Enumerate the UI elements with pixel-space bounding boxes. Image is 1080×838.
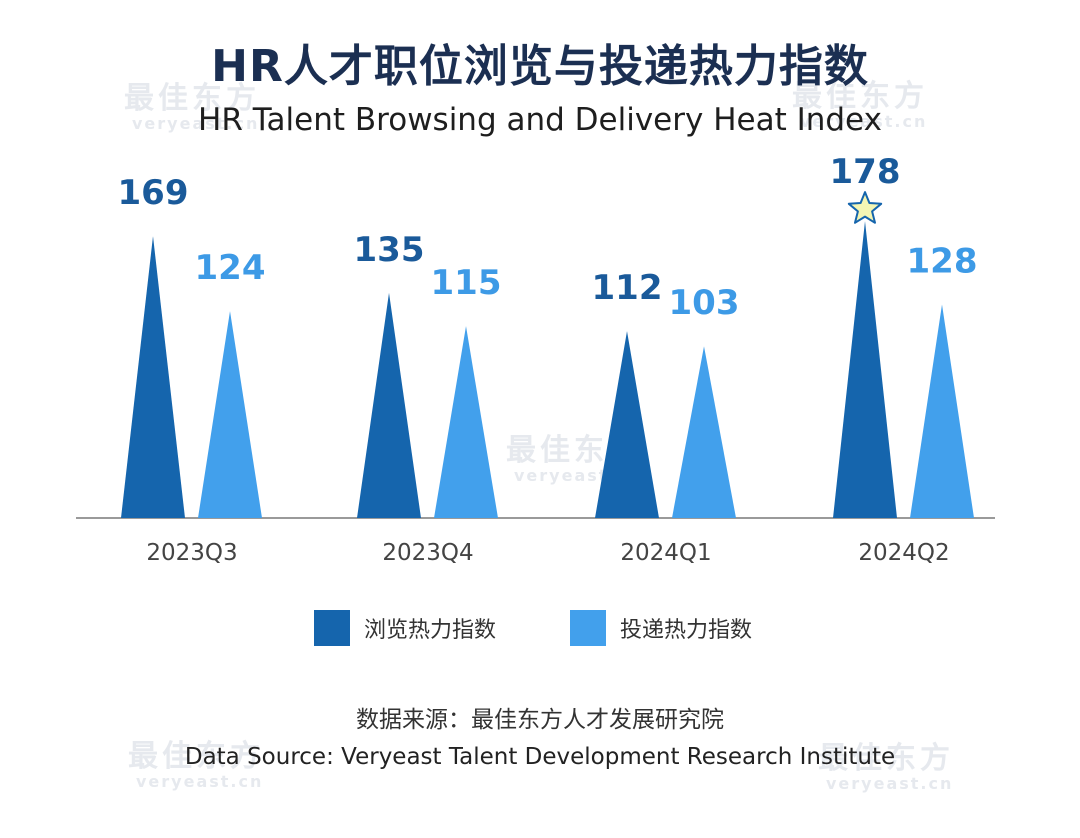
source-note-en: Data Source: Veryeast Talent Development… <box>184 744 896 770</box>
chart-title: HR人才职位浏览与投递热力指数 <box>211 41 869 92</box>
bar-browse-2024Q2 <box>833 221 897 518</box>
chart-subtitle: HR Talent Browsing and Delivery Heat Ind… <box>198 102 882 138</box>
data-label-browse-2024Q2: 178 <box>830 152 901 192</box>
data-label-browse-2024Q1: 112 <box>592 268 663 308</box>
legend-swatch-browse <box>314 610 350 646</box>
bar-delivery-2024Q2 <box>910 304 974 518</box>
x-tick-label: 2024Q2 <box>858 540 949 566</box>
legend-swatch-delivery <box>570 610 606 646</box>
source-note-cn: 数据来源：最佳东方人才发展研究院 <box>356 707 724 733</box>
bar-delivery-2023Q3 <box>198 311 262 518</box>
legend: 浏览热力指数 投递热力指数 <box>0 610 1080 650</box>
legend-item-browse: 浏览热力指数 <box>314 610 496 646</box>
x-tick-label: 2023Q3 <box>146 540 237 566</box>
data-label-delivery-2023Q3: 124 <box>195 248 266 288</box>
data-label-delivery-2024Q2: 128 <box>907 241 978 281</box>
highlight-star-icon <box>847 191 883 224</box>
data-label-delivery-2024Q1: 103 <box>669 283 740 323</box>
data-label-delivery-2023Q4: 115 <box>431 263 502 303</box>
legend-label-delivery: 投递热力指数 <box>620 618 753 643</box>
bar-browse-2023Q3 <box>121 236 185 518</box>
x-tick-label: 2023Q4 <box>382 540 473 566</box>
data-label-browse-2023Q4: 135 <box>354 230 425 270</box>
bar-delivery-2023Q4 <box>434 326 498 518</box>
bar-browse-2024Q1 <box>595 331 659 518</box>
data-label-browse-2023Q3: 169 <box>118 173 189 213</box>
x-tick-label: 2024Q1 <box>620 540 711 566</box>
bar-browse-2023Q4 <box>357 292 421 518</box>
legend-label-browse: 浏览热力指数 <box>364 618 497 643</box>
bar-delivery-2024Q1 <box>672 346 736 518</box>
legend-item-delivery: 投递热力指数 <box>570 610 752 646</box>
